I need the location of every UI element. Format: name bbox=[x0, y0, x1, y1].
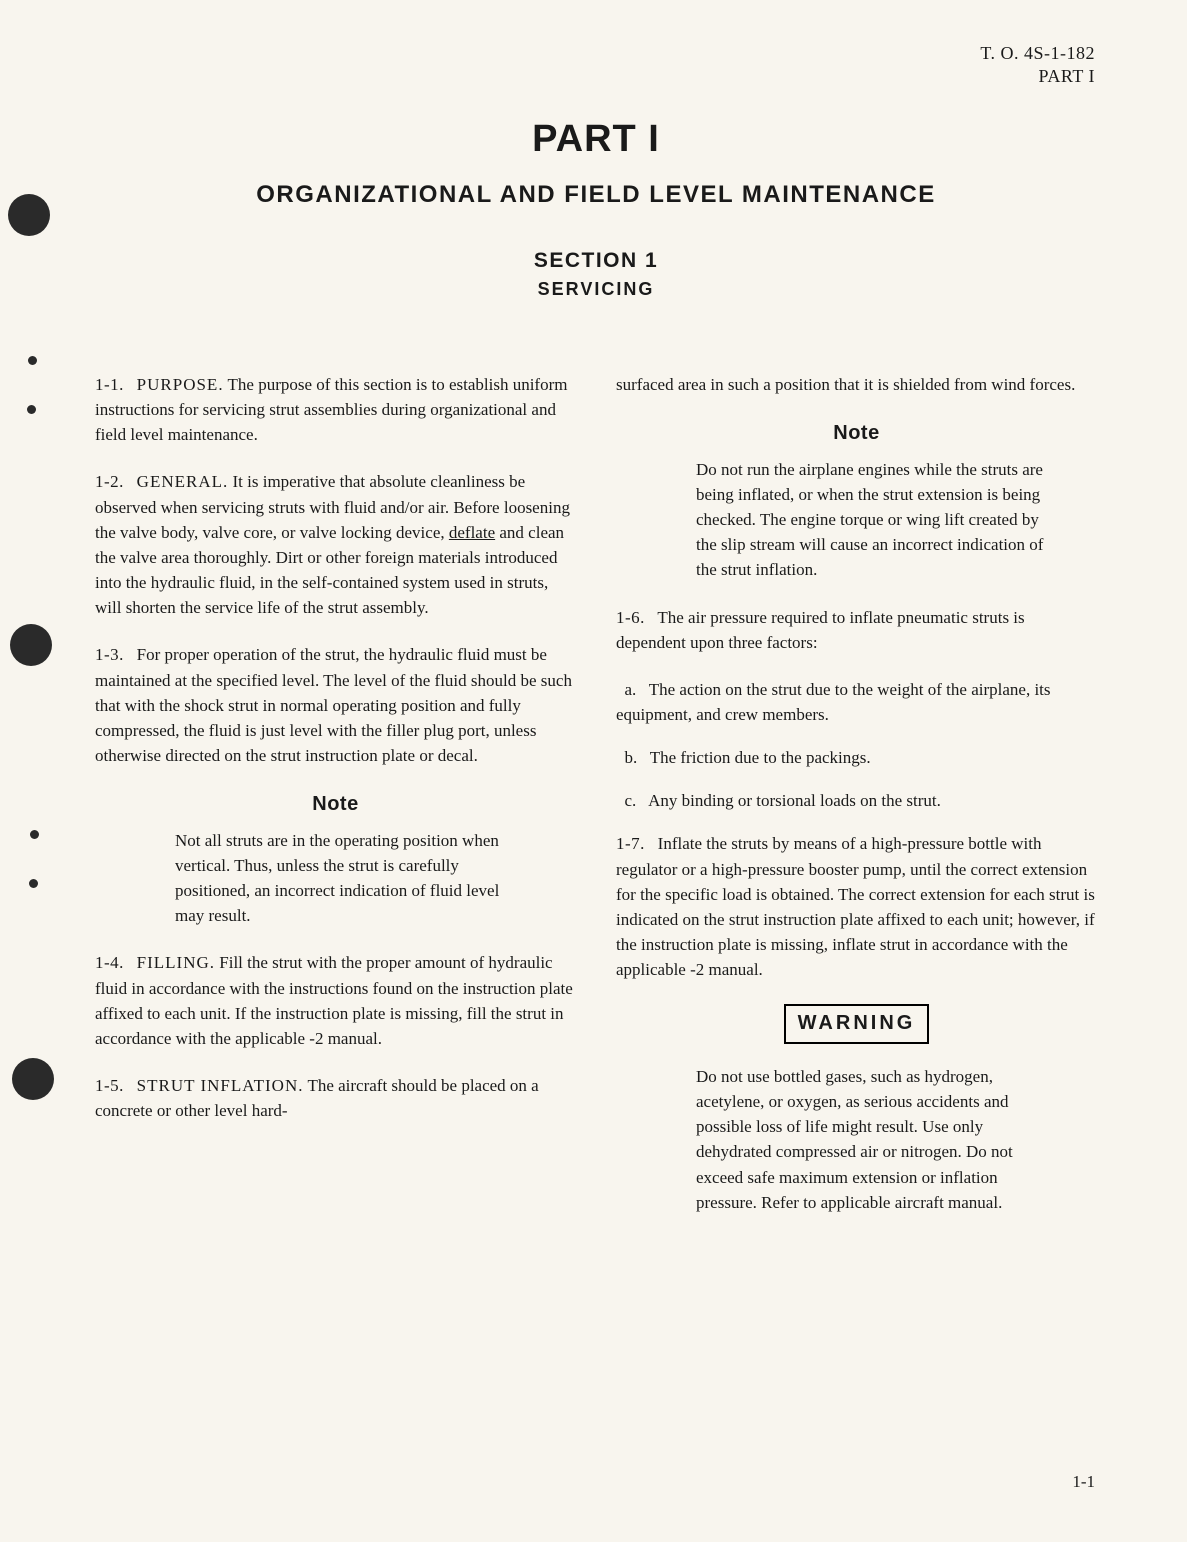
warning-wrap: WARNING bbox=[616, 1004, 1097, 1044]
right-column: surfaced area in such a position that it… bbox=[616, 372, 1097, 1237]
paragraph-1-2: 1-2. GENERAL. It is imperative that abso… bbox=[95, 469, 576, 620]
section-label: SERVICING bbox=[95, 279, 1097, 300]
para-title: PURPOSE. bbox=[137, 375, 224, 394]
list-label: b. bbox=[625, 748, 638, 767]
document-page: T. O. 4S-1-182 PART I PART I ORGANIZATIO… bbox=[0, 0, 1187, 1542]
para-num: 1-7. bbox=[616, 834, 645, 853]
section-heading: SECTION 1 bbox=[95, 249, 1097, 273]
note-body: Not all struts are in the operating posi… bbox=[175, 828, 526, 929]
para-num: 1-6. bbox=[616, 608, 645, 627]
list-item-c: c. Any binding or torsional loads on the… bbox=[616, 788, 1097, 813]
list-item-a: a. The action on the strut due to the we… bbox=[616, 677, 1097, 727]
para-num: 1-2. bbox=[95, 472, 124, 491]
part-label: PART I bbox=[980, 65, 1095, 88]
paragraph-1-5-continued: surfaced area in such a position that it… bbox=[616, 372, 1097, 397]
warning-heading: WARNING bbox=[784, 1004, 930, 1044]
main-heading: ORGANIZATIONAL AND FIELD LEVEL MAINTENAN… bbox=[95, 181, 1097, 209]
note-body: Do not run the airplane engines while th… bbox=[696, 457, 1047, 583]
note-heading: Note bbox=[95, 790, 576, 820]
technical-order-number: T. O. 4S-1-182 bbox=[980, 42, 1095, 65]
para-body: The air pressure required to inflate pne… bbox=[616, 608, 1025, 652]
para-num: 1-5. bbox=[95, 1076, 124, 1095]
para-body: For proper operation of the strut, the h… bbox=[95, 645, 572, 765]
para-body: Inflate the struts by means of a high-pr… bbox=[616, 834, 1095, 979]
para-title: GENERAL. bbox=[137, 472, 229, 491]
para-title: FILLING. bbox=[137, 953, 215, 972]
list-body: The friction due to the packings. bbox=[650, 748, 871, 767]
list-body: The action on the strut due to the weigh… bbox=[616, 680, 1051, 724]
list-label: a. bbox=[625, 680, 637, 699]
para-num: 1-1. bbox=[95, 375, 124, 394]
note-heading: Note bbox=[616, 419, 1097, 449]
list-label: c. bbox=[625, 791, 637, 810]
paragraph-1-5: 1-5. STRUT INFLATION. The aircraft shoul… bbox=[95, 1073, 576, 1123]
list-body: Any binding or torsional loads on the st… bbox=[648, 791, 941, 810]
paragraph-1-4: 1-4. FILLING. Fill the strut with the pr… bbox=[95, 950, 576, 1051]
paragraph-1-6: 1-6. The air pressure required to inflat… bbox=[616, 605, 1097, 655]
paragraph-1-7: 1-7. Inflate the struts by means of a hi… bbox=[616, 831, 1097, 982]
underlined-word: deflate bbox=[449, 523, 495, 542]
warning-body: Do not use bottled gases, such as hydrog… bbox=[696, 1064, 1047, 1215]
two-column-layout: 1-1. PURPOSE. The purpose of this sectio… bbox=[95, 372, 1097, 1237]
para-title: STRUT INFLATION. bbox=[137, 1076, 304, 1095]
paragraph-1-1: 1-1. PURPOSE. The purpose of this sectio… bbox=[95, 372, 576, 447]
para-num: 1-4. bbox=[95, 953, 124, 972]
para-num: 1-3. bbox=[95, 645, 124, 664]
page-number: 1-1 bbox=[1072, 1472, 1095, 1492]
list-item-b: b. The friction due to the packings. bbox=[616, 745, 1097, 770]
left-column: 1-1. PURPOSE. The purpose of this sectio… bbox=[95, 372, 576, 1237]
paragraph-1-3: 1-3. For proper operation of the strut, … bbox=[95, 642, 576, 768]
part-heading: PART I bbox=[95, 118, 1097, 161]
header-right: T. O. 4S-1-182 PART I bbox=[980, 42, 1095, 89]
